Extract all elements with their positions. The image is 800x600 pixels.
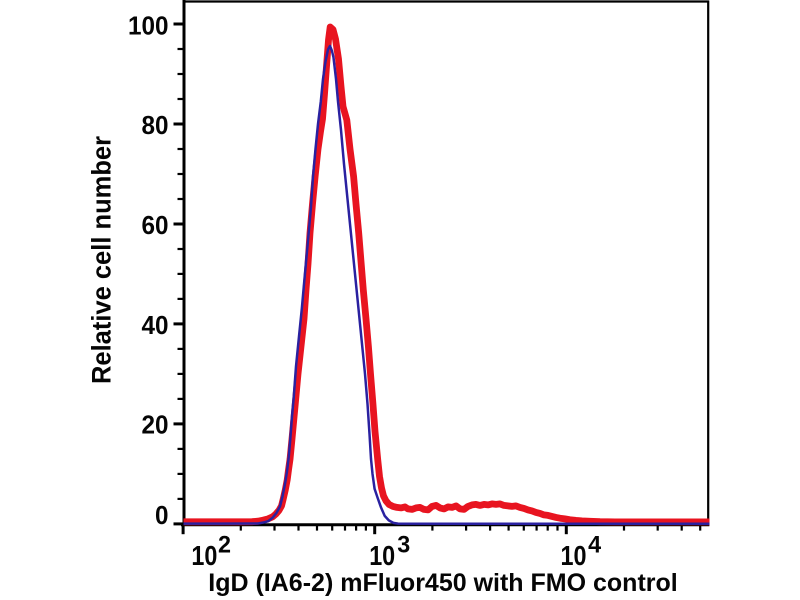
- svg-text:4: 4: [588, 532, 602, 559]
- svg-text:10: 10: [191, 540, 217, 571]
- svg-text:IgD (IA6-2) mFluor450 with FMO: IgD (IA6-2) mFluor450 with FMO control: [208, 569, 677, 597]
- svg-text:100: 100: [128, 11, 169, 41]
- svg-text:80: 80: [142, 110, 169, 140]
- svg-text:Relative cell number: Relative cell number: [87, 136, 117, 384]
- svg-text:60: 60: [142, 210, 169, 240]
- svg-text:10: 10: [369, 540, 395, 571]
- svg-text:10: 10: [561, 540, 587, 571]
- svg-text:0: 0: [155, 500, 169, 530]
- svg-text:40: 40: [142, 310, 169, 340]
- svg-text:3: 3: [397, 532, 410, 559]
- svg-text:2: 2: [218, 532, 231, 559]
- svg-text:20: 20: [142, 410, 169, 440]
